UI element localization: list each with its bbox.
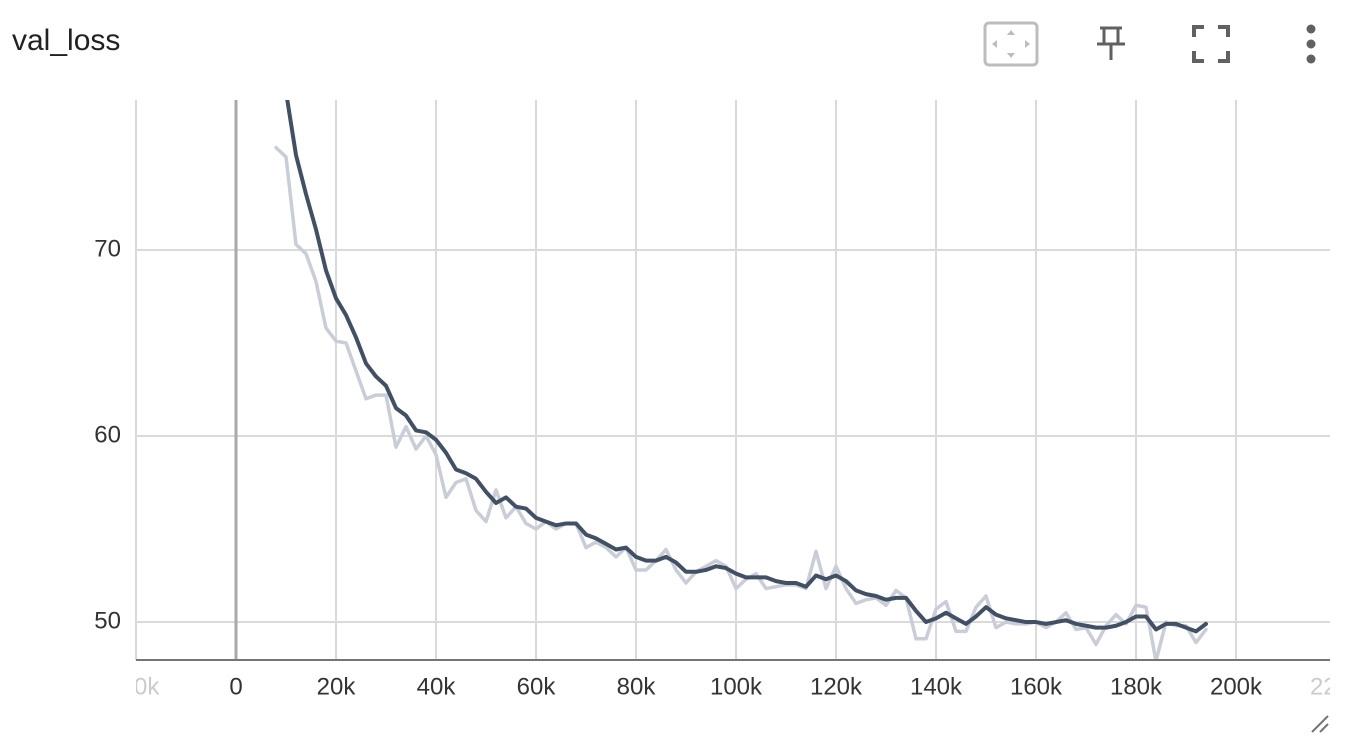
x-tick-label: 20k — [317, 673, 357, 700]
x-tick-label: 40k — [417, 673, 457, 700]
x-tick-label: 100k — [710, 673, 763, 700]
fullscreen-button[interactable] — [1192, 25, 1230, 63]
y-tick-label: 50 — [94, 607, 121, 634]
x-axis-labels: -20k 0 20k 40k 60k 80k 100k 120k 140k 160k 180k 200… — [113, 673, 1362, 700]
menu-dot — [1306, 24, 1316, 34]
x-tick-label: 180k — [1110, 673, 1163, 700]
fit-domain-frame — [983, 21, 1039, 67]
more-menu-button[interactable] — [1306, 24, 1316, 64]
grid-layer — [135, 100, 1330, 660]
fit-domain-arrows — [992, 30, 1030, 58]
x-tick-label: 120k — [810, 673, 863, 700]
x-tick-label: 140k — [910, 673, 963, 700]
y-tick-label: 70 — [94, 235, 121, 262]
pin-button[interactable] — [1097, 26, 1125, 60]
fullscreen-icon — [1192, 25, 1230, 63]
menu-dot — [1306, 39, 1316, 49]
plot-area — [274, 100, 1208, 660]
resize-handle[interactable] — [1311, 715, 1329, 733]
y-tick-label: 60 — [94, 421, 121, 448]
menu-dot — [1306, 54, 1316, 64]
fit-domain-button[interactable] — [983, 21, 1039, 67]
x-tick-label: 0 — [229, 673, 242, 700]
series-line — [274, 145, 1208, 660]
x-tick-label: 220k — [1310, 673, 1362, 700]
x-tick-label: 80k — [617, 673, 657, 700]
y-axis-labels: 50 60 70 — [94, 235, 121, 634]
x-tick-label: -20k — [113, 673, 161, 700]
x-tick-label: 60k — [517, 673, 557, 700]
x-tick-label: 200k — [1210, 673, 1263, 700]
chart-title: val_loss — [12, 24, 120, 57]
x-tick-label: 160k — [1010, 673, 1063, 700]
pin-icon — [1097, 26, 1125, 60]
series-line — [285, 100, 1208, 634]
